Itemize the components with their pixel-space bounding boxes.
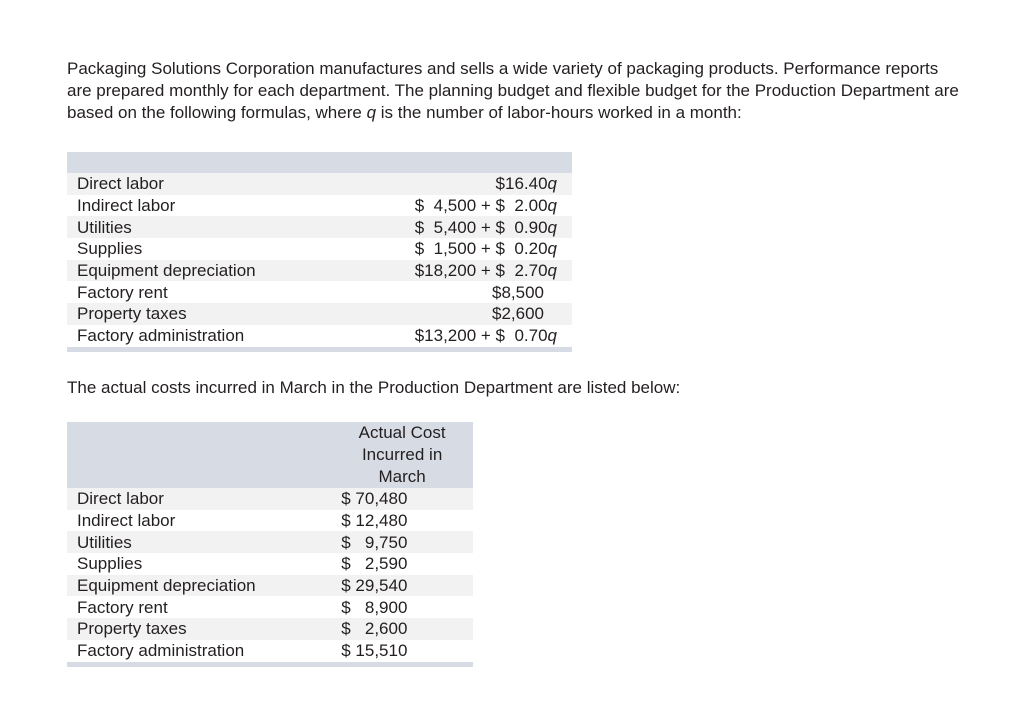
cost-formula: $ 4,500 + $ 2.00q [334,194,572,217]
actual-cost-value: $ 8,900 [331,596,473,619]
cost-label: Factory rent [67,281,335,304]
cost-formula: $8,500 [334,281,572,304]
cost-label: Property taxes [67,303,335,325]
table-row: Factory rent $ 8,900 [67,596,473,619]
cost-label: Factory administration [67,324,335,347]
table-row: Direct labor $16.40q [67,173,572,195]
cost-label: Utilities [67,216,335,239]
cost-label: Supplies [67,553,332,575]
column-header-actual-cost: Actual Cost Incurred in March [331,422,473,488]
cost-label: Equipment depreciation [67,259,335,282]
cost-label: Supplies [67,238,335,260]
cost-formula: $18,200 + $ 2.70q [334,259,572,282]
cost-label: Property taxes [67,618,332,640]
intro-text: Packaging Solutions Corporation manufact… [67,59,959,122]
cost-formula: $ 1,500 + $ 0.20q [334,238,572,260]
actual-cost-value: $ 12,480 [331,509,473,532]
actual-cost-table: Actual Cost Incurred in March Direct labor… [67,422,473,667]
table-header [67,152,572,173]
cost-label: Factory rent [67,596,332,619]
cost-formula: $ 5,400 + $ 0.90q [334,216,572,239]
cost-formula: $2,600 [334,303,572,325]
table-row: Property taxes $2,600 [67,303,572,325]
table-row: Indirect labor $ 4,500 + $ 2.00q [67,194,572,217]
actual-cost-value: $ 9,750 [331,531,473,554]
cost-label: Factory administration [67,639,332,662]
intro-text-end: is the number of labor-hours worked in a… [376,103,742,122]
table-row: Utilities $ 5,400 + $ 0.90q [67,216,572,239]
table-row: Indirect labor $ 12,480 [67,509,473,532]
formula-table: Direct labor $16.40q Indirect labor $ 4,500… [67,152,572,352]
actual-cost-value: $ 29,540 [331,574,473,597]
table-row: Factory administration $13,200 + $ 0.70q [67,324,572,347]
cost-label: Indirect labor [67,194,335,217]
intro-paragraph: Packaging Solutions Corporation manufact… [67,58,967,124]
cost-label: Direct labor [67,488,332,510]
table-row: Property taxes $ 2,600 [67,618,473,640]
actual-cost-value: $ 15,510 [331,639,473,662]
table-row: Factory administration $ 15,510 [67,639,473,662]
table-row: Direct labor $ 70,480 [67,488,473,510]
table-row: Factory rent $8,500 [67,281,572,304]
variable-q: q [366,103,377,122]
table-row: Supplies $ 2,590 [67,553,473,575]
table-footer-bar [67,346,572,352]
table-footer-bar [67,661,473,667]
actual-costs-intro: The actual costs incurred in March in th… [67,378,681,397]
table-row: Equipment depreciation $18,200 + $ 2.70q [67,259,572,282]
actual-cost-value: $ 70,480 [331,488,473,510]
cost-formula: $16.40q [334,173,572,195]
table-header: Actual Cost Incurred in March [67,422,473,488]
cost-label: Utilities [67,531,332,554]
table-row: Supplies $ 1,500 + $ 0.20q [67,238,572,260]
table-row: Utilities $ 9,750 [67,531,473,554]
cost-label: Indirect labor [67,509,332,532]
cost-label: Direct labor [67,173,335,195]
actual-cost-value: $ 2,590 [331,553,473,575]
table-row: Equipment depreciation $ 29,540 [67,574,473,597]
cost-formula: $13,200 + $ 0.70q [334,324,572,347]
cost-label: Equipment depreciation [67,574,332,597]
actual-cost-value: $ 2,600 [331,618,473,640]
